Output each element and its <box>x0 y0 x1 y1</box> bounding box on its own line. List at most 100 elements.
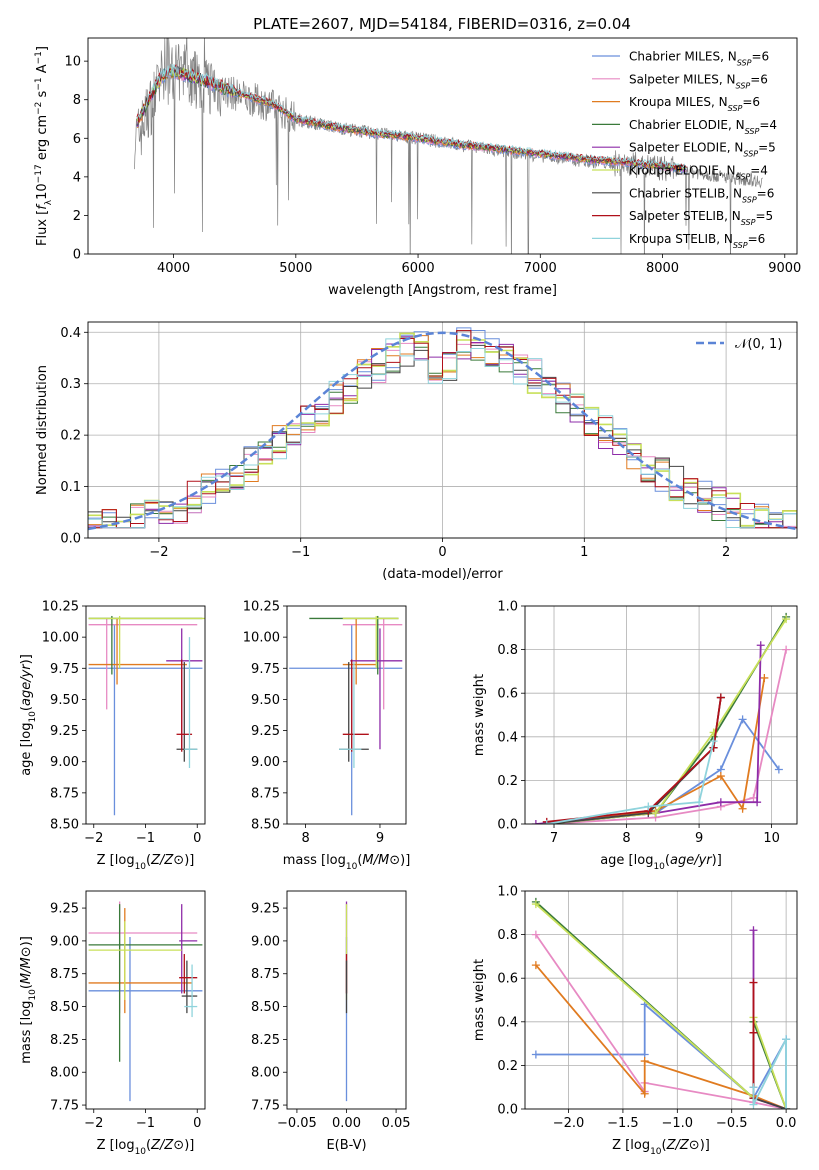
errorbar-kroupa-elodie <box>342 615 399 669</box>
plus-marker <box>749 926 758 935</box>
plus-marker <box>531 961 540 970</box>
y-tick-label: 0.2 <box>60 429 81 444</box>
errorbar-salpeter-elodie <box>179 904 198 994</box>
plus-marker <box>640 1089 649 1098</box>
x-tick-label: 7 <box>550 831 558 846</box>
z-weight-frame <box>524 890 798 1110</box>
x-tick-label: −2 <box>84 1116 103 1131</box>
y-tick-label: 0.4 <box>497 730 518 745</box>
plus-marker <box>749 793 758 802</box>
legend-entry: Chabrier ELODIE, NSSP=4 <box>629 118 777 136</box>
x-tick-label: 8000 <box>646 261 679 276</box>
y-tick-label: 8.25 <box>251 1033 280 1048</box>
plus-marker <box>756 641 765 650</box>
x-tick-label: −1 <box>136 1116 155 1131</box>
plus-marker <box>749 1083 758 1092</box>
y-tick-label: 0.0 <box>60 532 81 547</box>
x-tick-label: 8 <box>622 831 630 846</box>
residuals-xlabel: (data-model)/error <box>382 567 503 582</box>
ebv-mass-xlabel: E(B-V) <box>326 1138 366 1153</box>
plus-marker <box>753 798 762 807</box>
errorbar-kroupa-stelib <box>184 637 198 768</box>
z-mass-axes: −2 −1 0 7.75 8.00 8.25 8.50 8.75 9.00 9.25 <box>50 902 201 1131</box>
z-age-xlabel: Z [log10(Z/Z⊙)] <box>97 853 195 872</box>
weight-line-chabrier-elodie <box>535 901 787 1109</box>
weight-line-kroupa-miles <box>535 964 787 1109</box>
y-tick-label: 10.00 <box>243 631 280 646</box>
z-age-axes: −2 −1 0 8.50 8.75 9.00 9.25 9.50 9.75 10.00 10.25 <box>42 600 202 847</box>
mass-age-xlabel: mass [log10(M/M⊙)] <box>283 853 411 872</box>
residual-hist-chabrier-elodie <box>88 337 797 529</box>
y-tick-label: 0.3 <box>60 377 81 392</box>
y-tick-label: 2 <box>73 209 81 224</box>
y-tick-label: 8.75 <box>50 967 79 982</box>
weight-line-salpeter-elodie <box>535 645 762 824</box>
legend-entry: Salpeter STELIB, NSSP=5 <box>629 209 773 227</box>
x-tick-label: 9000 <box>768 261 801 276</box>
spectrum-ylabel: Flux [fλ10−17 erg cm−2 s−1 A−1] <box>34 46 54 246</box>
y-tick-label: 0 <box>73 248 81 263</box>
x-tick-label: −2 <box>84 831 103 846</box>
y-tick-label: 0.0 <box>497 818 518 833</box>
x-tick-label: 4000 <box>157 261 190 276</box>
z-age-plot-area <box>88 615 205 816</box>
plus-marker <box>738 804 747 813</box>
errorbar-kroupa-stelib <box>339 662 362 768</box>
x-tick-label: 10 <box>763 831 780 846</box>
z-mass-xlabel: Z [log10(Z/Z⊙)] <box>97 1138 195 1157</box>
y-tick-label: 8.50 <box>251 818 280 833</box>
plus-marker <box>531 930 540 939</box>
residuals-frame <box>87 321 798 539</box>
x-tick-label: −1.5 <box>607 1116 639 1131</box>
weight-line-kroupa-stelib <box>752 1038 787 1109</box>
ebv-mass-frame <box>286 890 407 1110</box>
errorbar-kroupa-miles <box>342 618 377 685</box>
y-tick-label: 8.50 <box>251 1000 280 1015</box>
y-tick-label: 10.25 <box>42 600 79 615</box>
errorbar-kroupa-miles <box>88 908 193 1014</box>
y-tick-label: 9.25 <box>251 724 280 739</box>
y-tick-label: 9.25 <box>50 902 79 917</box>
y-tick-label: 8.50 <box>50 1000 79 1015</box>
plus-marker <box>774 765 783 774</box>
spectrum-plot-area <box>134 38 763 254</box>
plus-marker <box>716 772 725 781</box>
errorbar-chabrier-miles <box>88 624 203 816</box>
x-tick-label: 0.00 <box>332 1116 361 1131</box>
plus-marker <box>531 900 540 909</box>
plus-marker <box>709 737 718 746</box>
y-tick-label: 8 <box>73 93 81 108</box>
z-mass-ylabel: mass [log10(M/M⊙)] <box>19 936 38 1064</box>
z-mass-plot-area <box>88 901 203 1102</box>
x-tick-label: 5000 <box>279 261 312 276</box>
spectrum-frame <box>87 37 798 255</box>
errorbar-kroupa-miles <box>88 618 187 685</box>
x-tick-label: −0.05 <box>277 1116 317 1131</box>
x-tick-label: 0 <box>438 545 446 560</box>
ebv-mass-axes: −0.05 0.00 0.05 7.75 8.00 8.25 8.50 8.75 9.00 9.2… <box>251 902 411 1131</box>
plus-marker <box>531 820 540 824</box>
y-tick-label: 9.00 <box>251 755 280 770</box>
plus-marker <box>716 798 725 807</box>
x-tick-label: 0.05 <box>382 1116 411 1131</box>
plus-marker <box>695 798 704 807</box>
age-weight-ylabel: mass weight <box>472 674 487 756</box>
residual-hist-salpeter-stelib <box>88 330 797 529</box>
y-tick-label: 0.6 <box>497 972 518 987</box>
plus-marker <box>782 615 791 624</box>
mass-age-axes: 8 9 8.50 8.75 9.00 9.25 9.50 9.75 10.00 10.25 <box>243 600 384 847</box>
z-age-ylabel: age [log10(age/yr)] <box>19 654 38 776</box>
x-tick-label: −1.0 <box>662 1116 694 1131</box>
y-tick-label: 0.0 <box>497 1103 518 1118</box>
y-tick-label: 9.00 <box>251 934 280 949</box>
plus-marker <box>782 645 791 654</box>
legend-entry: Salpeter MILES, NSSP=6 <box>629 72 768 90</box>
plus-marker <box>749 1100 758 1109</box>
y-tick-label: 9.75 <box>50 662 79 677</box>
y-tick-label: 0.2 <box>497 774 518 789</box>
z-mass-frame <box>85 890 206 1110</box>
z-weight-plot-area <box>531 897 791 1109</box>
normal-curve <box>88 331 797 531</box>
errorbar-kroupa-elodie <box>88 615 205 669</box>
